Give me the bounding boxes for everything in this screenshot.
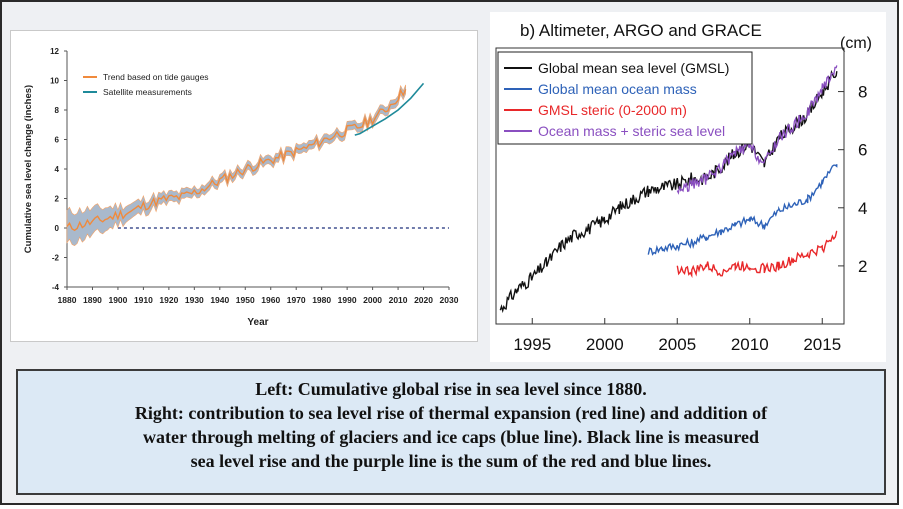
left-x-tick-label: 1950 bbox=[236, 295, 255, 305]
left-y-tick-label: 6 bbox=[55, 136, 60, 145]
left-x-tick-label: 1890 bbox=[83, 295, 102, 305]
left-x-tick-label: 1960 bbox=[261, 295, 280, 305]
right-y-tick-label: 4 bbox=[858, 199, 867, 218]
left-x-tick-label: 1940 bbox=[210, 295, 229, 305]
left-uncertainty-band bbox=[66, 84, 406, 247]
left-x-tick-label: 1910 bbox=[134, 295, 153, 305]
left-y-tick-label: -2 bbox=[52, 254, 60, 263]
right-y-unit-label: (cm) bbox=[840, 35, 872, 52]
right-chart-panel: b) Altimeter, ARGO and GRACE (cm) 2 4 6 8 1995… bbox=[490, 12, 886, 362]
right-x-tick-label: 2010 bbox=[731, 335, 769, 354]
left-y-tick-label: 0 bbox=[55, 224, 60, 233]
right-x-tick-label: 2000 bbox=[586, 335, 624, 354]
left-series-tide-gauges bbox=[66, 88, 407, 232]
right-y-tick-label: 6 bbox=[858, 141, 867, 160]
left-y-tick-label: 4 bbox=[55, 165, 60, 174]
left-x-tick-label: 2010 bbox=[389, 295, 408, 305]
caption-line-1: Left: Cumulative global rise in sea leve… bbox=[255, 379, 647, 399]
right-chart-title: b) Altimeter, ARGO and GRACE bbox=[520, 21, 762, 40]
left-x-tick-label: 1970 bbox=[287, 295, 306, 305]
left-x-axis-label: Year bbox=[247, 317, 268, 328]
right-series-ocean-mass bbox=[647, 164, 838, 256]
right-x-tick-label: 2015 bbox=[803, 335, 841, 354]
right-series-steric bbox=[676, 230, 838, 279]
right-legend-gmsl-label: Global mean sea level (GMSL) bbox=[538, 60, 729, 76]
left-x-tick-label: 1930 bbox=[185, 295, 204, 305]
caption-line-2: Right: contribution to sea level rise of… bbox=[134, 403, 768, 423]
left-legend-label-tide: Trend based on tide gauges bbox=[103, 72, 209, 82]
right-y-tick-label: 8 bbox=[858, 83, 867, 102]
left-x-tick-label: 1990 bbox=[338, 295, 357, 305]
left-x-tick-label: 1920 bbox=[159, 295, 178, 305]
left-series-satellite bbox=[354, 82, 425, 136]
left-x-tick-label: 2000 bbox=[363, 295, 382, 305]
right-legend-mass-plus-steric-label: Ocean mass + steric sea level bbox=[538, 123, 725, 139]
caption-box: Left: Cumulative global rise in sea leve… bbox=[16, 369, 886, 495]
left-chart-panel: -4 -2 0 2 4 6 8 10 12 1880 1890 1900 1910 1920 1930 194… bbox=[10, 30, 478, 342]
right-legend-box bbox=[497, 51, 753, 145]
left-y-tick-label: 10 bbox=[50, 77, 59, 86]
right-y-tick-label: 2 bbox=[858, 257, 867, 276]
right-series-mass-plus-steric bbox=[676, 65, 838, 195]
left-legend-label-satellite: Satellite measurements bbox=[103, 87, 192, 97]
left-x-tick-label: 2020 bbox=[414, 295, 433, 305]
left-y-tick-label: 8 bbox=[55, 106, 60, 115]
left-y-tick-label: -4 bbox=[52, 283, 60, 292]
left-y-axis-label: Cumulative sea level change (inches) bbox=[23, 85, 34, 253]
left-x-tick-label: 1980 bbox=[312, 295, 331, 305]
left-sea-level-chart: -4 -2 0 2 4 6 8 10 12 1880 1890 1900 1910 1920 1930 194… bbox=[23, 47, 459, 328]
right-legend-steric-label: GMSL steric (0-2000 m) bbox=[538, 102, 687, 118]
left-x-tick-label: 2030 bbox=[440, 295, 459, 305]
right-altimeter-chart: b) Altimeter, ARGO and GRACE (cm) 2 4 6 8 1995… bbox=[495, 21, 872, 354]
caption-line-4: sea level rise and the purple line is th… bbox=[190, 451, 712, 471]
right-x-tick-label: 1995 bbox=[513, 335, 551, 354]
right-plot-frame bbox=[495, 47, 845, 325]
left-x-tick-label: 1880 bbox=[58, 295, 77, 305]
left-y-tick-label: 2 bbox=[55, 195, 60, 204]
right-legend-ocean-mass-label: Global mean ocean mass bbox=[538, 81, 697, 97]
left-y-tick-label: 12 bbox=[50, 47, 59, 56]
caption-line-3: water through melting of glaciers and ic… bbox=[143, 427, 759, 447]
left-x-tick-label: 1900 bbox=[108, 295, 127, 305]
right-x-tick-label: 2005 bbox=[658, 335, 696, 354]
